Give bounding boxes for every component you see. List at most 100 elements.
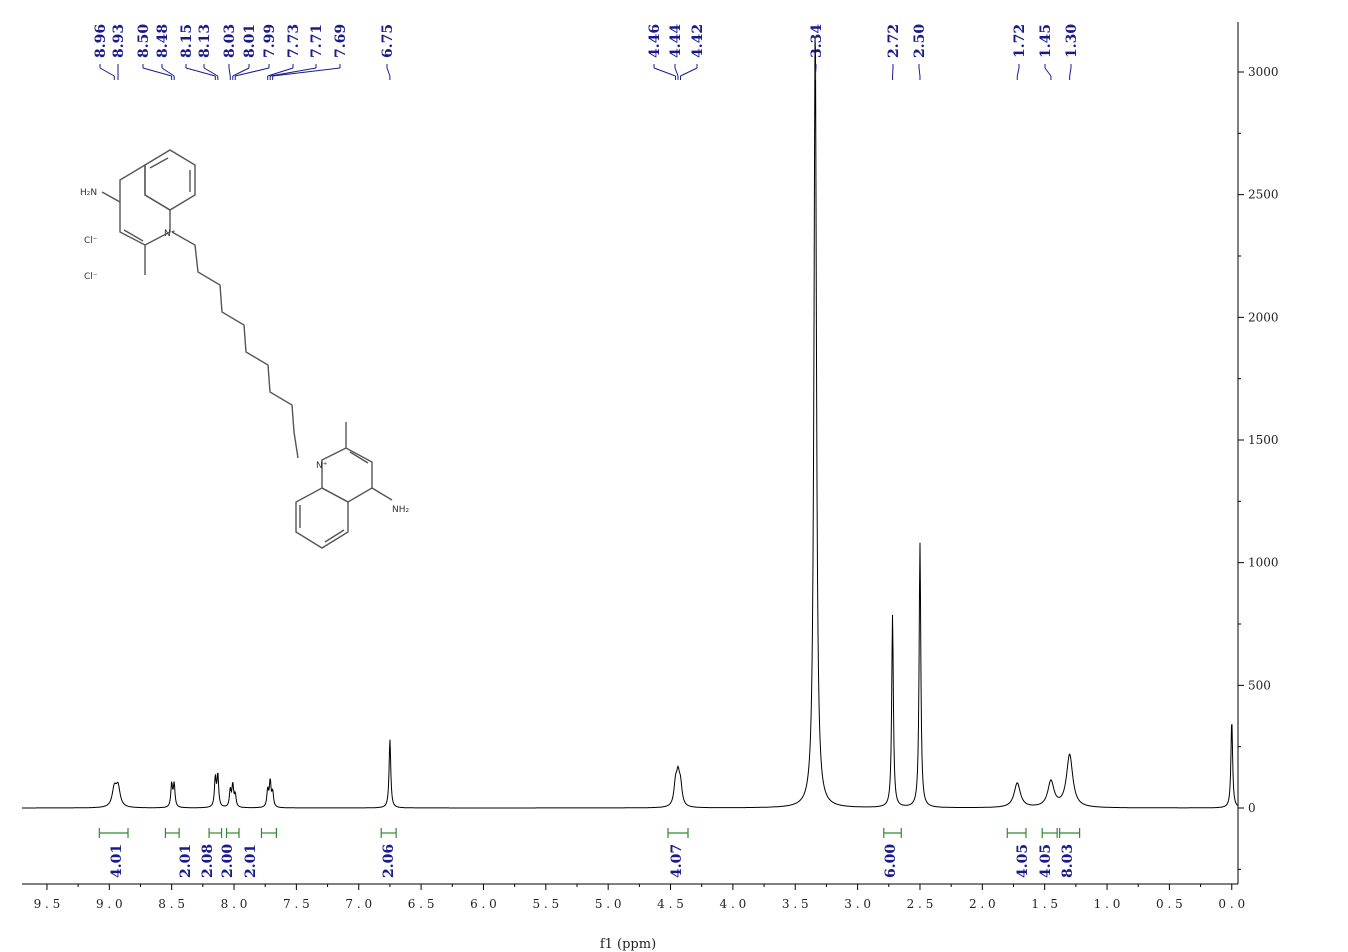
peak-label: 8.96 — [93, 24, 115, 80]
svg-text:8.03: 8.03 — [222, 24, 238, 58]
svg-text:8.15: 8.15 — [179, 24, 195, 58]
peak-label: 2.50 — [912, 24, 928, 80]
svg-text:7.99: 7.99 — [262, 24, 278, 58]
y-tick-label: 500 — [1248, 678, 1271, 692]
peak-label: 8.50 — [136, 24, 173, 80]
x-tick-label: 1 . 0 — [1094, 897, 1121, 911]
x-tick-label: 0 . 0 — [1218, 897, 1245, 911]
x-tick-label: 6 . 5 — [408, 897, 435, 911]
peak-label: 8.15 — [179, 24, 216, 80]
x-tick-label: 4 . 5 — [657, 897, 684, 911]
integral: 2.06 — [380, 828, 397, 878]
peak-label: 7.73 — [267, 24, 302, 80]
svg-text:7.71: 7.71 — [309, 24, 325, 58]
svg-text:7.69: 7.69 — [333, 24, 349, 58]
integral: 2.01 — [243, 828, 278, 878]
svg-text:8.96: 8.96 — [93, 24, 109, 58]
svg-text:2.08: 2.08 — [200, 844, 216, 878]
integral: 2.00 — [220, 828, 240, 878]
integral: 8.03 — [1059, 828, 1081, 878]
y-tick-label: 3000 — [1248, 65, 1279, 79]
svg-text:1.30: 1.30 — [1064, 24, 1080, 58]
svg-text:4.46: 4.46 — [647, 24, 663, 58]
nh2-lower-label: NH₂ — [392, 505, 410, 515]
nh2-upper-label: H₂N — [80, 188, 97, 198]
peak-label: 1.72 — [1012, 24, 1028, 80]
svg-text:2.50: 2.50 — [912, 24, 928, 58]
y-tick-label: 1500 — [1248, 433, 1279, 447]
x-tick-label: 6 . 0 — [470, 897, 497, 911]
integral: 4.01 — [98, 828, 129, 878]
x-tick-label: 3 . 0 — [844, 897, 871, 911]
x-tick-label: 5 . 0 — [595, 897, 622, 911]
y-tick-label: 2500 — [1248, 188, 1279, 202]
peak-label: 8.93 — [111, 24, 127, 80]
svg-text:8.13: 8.13 — [197, 24, 213, 58]
x-tick-label: 1 . 5 — [1031, 897, 1058, 911]
integral: 4.05 — [1038, 828, 1058, 878]
y-tick-label: 0 — [1248, 801, 1256, 815]
svg-text:4.42: 4.42 — [690, 24, 706, 58]
integral: 2.01 — [164, 828, 194, 878]
peak-label: 8.03 — [222, 24, 238, 80]
svg-text:2.01: 2.01 — [178, 844, 194, 878]
peak-label: 2.72 — [886, 24, 902, 80]
svg-text:8.48: 8.48 — [155, 24, 171, 58]
svg-text:2.72: 2.72 — [886, 24, 902, 58]
svg-text:2.00: 2.00 — [220, 844, 236, 878]
integrals: 4.01 2.01 2.08 2.00 2.01 2.06 4.07 6.00 4.05 4.05… — [98, 828, 1081, 878]
peak-label: 1.45 — [1038, 24, 1054, 80]
x-tick-label: 7 . 0 — [345, 897, 372, 911]
peak-label: 6.75 — [380, 24, 396, 80]
molecule-structure — [101, 149, 393, 549]
peak-label: 7.69 — [272, 24, 349, 80]
peak-label: 4.44 — [668, 24, 684, 80]
x-axis-label: f1 (ppm) — [600, 937, 656, 952]
integral: 4.07 — [667, 828, 689, 878]
svg-text:2.01: 2.01 — [243, 844, 259, 878]
spectrum-line — [22, 37, 1239, 809]
peak-label: 4.46 — [647, 24, 677, 80]
x-tick-label: 5 . 5 — [532, 897, 559, 911]
svg-text:8.50: 8.50 — [136, 24, 152, 58]
svg-text:6.75: 6.75 — [380, 24, 396, 58]
peak-label: 7.71 — [269, 24, 325, 80]
svg-text:4.05: 4.05 — [1015, 844, 1031, 878]
peak-label: 3.34 — [809, 24, 825, 80]
x-tick-label: 0 . 5 — [1156, 897, 1183, 911]
x-tick-label: 4 . 0 — [720, 897, 747, 911]
svg-text:8.03: 8.03 — [1060, 844, 1076, 878]
svg-text:2.06: 2.06 — [381, 844, 397, 878]
peak-label: 8.13 — [197, 24, 219, 80]
axes: 9 . 5 9 . 0 8 . 5 8 . 0 7 . 5 7 . 0 6 . 5 6 . 0… — [22, 22, 1279, 911]
peak-label: 8.01 — [232, 24, 258, 80]
n-plus-lower-label: N⁺ — [316, 461, 328, 471]
integral: 6.00 — [883, 828, 902, 878]
x-tick-label: 9 . 5 — [34, 897, 61, 911]
chloride-label-2: Cl⁻ — [84, 272, 98, 282]
svg-text:4.01: 4.01 — [109, 844, 125, 878]
svg-text:4.44: 4.44 — [668, 24, 684, 58]
x-tick-label: 2 . 5 — [907, 897, 934, 911]
peak-label: 8.48 — [155, 24, 175, 80]
svg-text:4.07: 4.07 — [669, 844, 685, 878]
spectrum — [22, 37, 1239, 809]
svg-text:1.45: 1.45 — [1038, 24, 1054, 58]
peak-label: 4.42 — [680, 24, 706, 80]
x-tick-label: 7 . 5 — [283, 897, 310, 911]
x-tick-label: 3 . 5 — [782, 897, 809, 911]
svg-text:3.34: 3.34 — [809, 24, 825, 58]
y-tick-label: 2000 — [1248, 310, 1279, 324]
peak-labels: 8.96 8.93 8.50 8.48 8.15 8.13 8.03 8.01 7.99 7.73… — [93, 24, 1080, 80]
svg-text:1.72: 1.72 — [1012, 24, 1028, 58]
y-tick-label: 1000 — [1248, 556, 1279, 570]
svg-text:8.01: 8.01 — [242, 24, 258, 58]
svg-text:8.93: 8.93 — [111, 24, 127, 58]
svg-text:4.05: 4.05 — [1038, 844, 1054, 878]
x-tick-label: 2 . 0 — [969, 897, 996, 911]
x-tick-label: 8 . 5 — [158, 897, 185, 911]
peak-label: 7.99 — [234, 24, 278, 80]
svg-text:6.00: 6.00 — [883, 844, 899, 878]
x-tick-label: 8 . 0 — [221, 897, 248, 911]
